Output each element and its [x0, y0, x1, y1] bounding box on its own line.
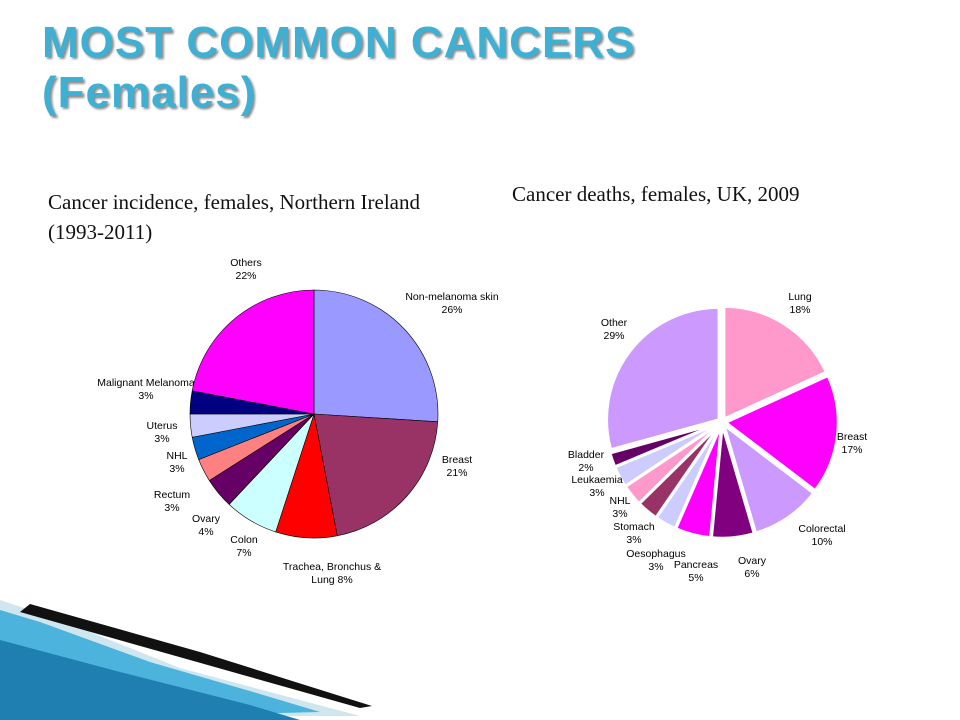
deaths-chart-title: Cancer deaths, females, UK, 2009	[512, 182, 800, 206]
deaths-label-nhl: NHL 3%	[609, 495, 630, 520]
deaths-label-bladder: Bladder 2%	[568, 449, 605, 474]
incidence-label-nhl: NHL 3%	[166, 450, 187, 475]
deaths-label-pancreas: Pancreas 5%	[674, 559, 718, 584]
slide-title-line-1: MOST COMMON CANCERS	[42, 18, 636, 67]
incidence-label-breast: Breast 21%	[442, 454, 472, 479]
deaths-slice-breast	[723, 374, 840, 493]
slide-title-line-2: (Females)	[42, 68, 257, 117]
deaths-label-breast: Breast 17%	[837, 431, 867, 456]
incidence-label-rectum: Rectum 3%	[154, 489, 190, 514]
incidence-label-others: Others 22%	[230, 257, 262, 282]
incidence-label-uterus: Uterus 3%	[147, 420, 178, 445]
deaths-label-other: Other 29%	[601, 317, 628, 342]
slide-title: MOST COMMON CANCERS (Females)	[42, 18, 635, 118]
deaths-label-ovary: Ovary 6%	[738, 555, 767, 580]
deaths-label-lung: Lung 18%	[788, 291, 812, 316]
deaths-slice-ovary	[710, 425, 756, 540]
deaths-slice-lung	[722, 305, 828, 421]
deaths-slice-colorectal	[721, 421, 816, 535]
incidence-label-trachea-bronchus-lung: Trachea, Bronchus & Lung 8%	[283, 561, 381, 586]
incidence-slice-breast	[313, 413, 439, 537]
incidence-label-ovary: Ovary 4%	[192, 513, 221, 538]
incidence-label-colon: Colon 7%	[230, 534, 258, 559]
deaths-label-oesophagus: Oesophagus 3%	[626, 548, 686, 573]
deaths-label-stomach: Stomach 3%	[613, 521, 655, 546]
deaths-label-leukaemia: Leukaemia 3%	[571, 474, 623, 499]
deaths-slice-other	[605, 306, 721, 451]
deaths-slice-bladder	[608, 422, 719, 469]
incidence-label-non-melanoma-skin: Non-melanoma skin 26%	[405, 291, 499, 316]
incidence-slice-non-melanoma-skin	[313, 289, 439, 423]
incidence-slice-others	[191, 289, 315, 415]
deaths-label-colorectal: Colorectal 10%	[798, 523, 845, 548]
incidence-chart-title: Cancer incidence, females, Northern Irel…	[48, 190, 420, 244]
incidence-label-malignant-melanoma: Malignant Melanoma 3%	[97, 377, 195, 402]
